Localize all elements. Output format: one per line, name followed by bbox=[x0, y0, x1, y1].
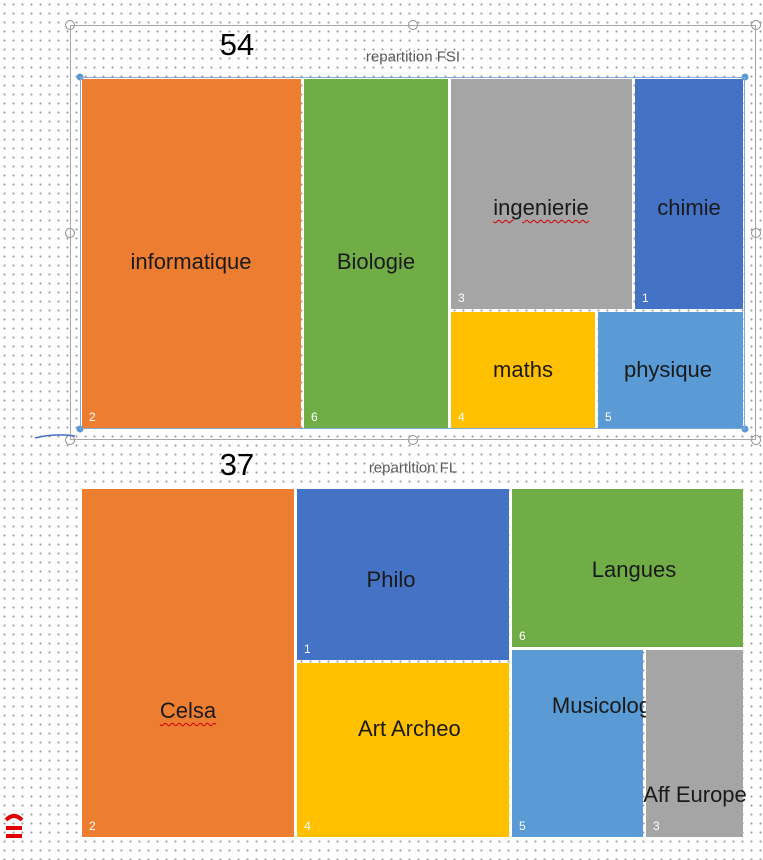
treemap-tile: 4 bbox=[451, 312, 595, 428]
tile-label: Langues bbox=[591, 557, 677, 582]
plot-handle bbox=[741, 73, 749, 81]
tile-index: 4 bbox=[304, 819, 311, 833]
treemap-tile: 1 bbox=[297, 489, 509, 660]
resize-handle bbox=[408, 435, 418, 445]
tile-index: 6 bbox=[519, 629, 526, 643]
resize-handle bbox=[751, 228, 761, 238]
tile-index: 1 bbox=[642, 291, 649, 305]
connector-line bbox=[34, 434, 76, 439]
treemap-tile: 2 bbox=[82, 79, 301, 428]
treemap-tile: 4 bbox=[297, 663, 509, 837]
cropped-text bbox=[4, 814, 24, 838]
tile-label: chimie bbox=[657, 195, 721, 220]
tile-label: Art Archeo bbox=[358, 716, 461, 741]
treemap-tile: 3 bbox=[646, 650, 743, 837]
tile-index: 1 bbox=[304, 642, 311, 656]
treemap-tile: 6 bbox=[512, 489, 743, 647]
tile-index: 5 bbox=[519, 819, 526, 833]
tile-label: ingenierie bbox=[493, 195, 589, 220]
tile-label: informatique bbox=[130, 249, 252, 274]
plot-handle bbox=[76, 425, 84, 433]
treemap-tile: 1 bbox=[635, 79, 743, 309]
treemap-tile: 5 bbox=[598, 312, 743, 428]
tile-index: 2 bbox=[89, 410, 96, 424]
plot-handle bbox=[741, 425, 749, 433]
resize-handle bbox=[751, 435, 761, 445]
chart-number: 37 bbox=[219, 447, 255, 482]
tile-label: maths bbox=[493, 357, 553, 382]
treemap-tile: 5 bbox=[512, 650, 643, 837]
tile-label: Biologie bbox=[336, 249, 416, 274]
tile-index: 4 bbox=[458, 410, 465, 424]
chart-number: 54 bbox=[219, 27, 255, 62]
chart-title: repartition FSI bbox=[365, 48, 461, 66]
tile-label: Aff Europe bbox=[643, 782, 747, 807]
tile-index: 5 bbox=[605, 410, 612, 424]
tile-label: Philo bbox=[366, 567, 416, 592]
tile-label: Celsa bbox=[159, 698, 217, 723]
tile-label: physique bbox=[623, 357, 713, 382]
plot-frame bbox=[80, 77, 745, 429]
tile-index: 6 bbox=[311, 410, 318, 424]
treemap-tile: 3 bbox=[451, 79, 632, 309]
tile-index: 3 bbox=[653, 819, 660, 833]
selection-frame bbox=[70, 25, 756, 440]
tile-index: 3 bbox=[458, 291, 465, 305]
treemap-tile: 2 bbox=[82, 489, 294, 837]
treemap-tile: 6 bbox=[304, 79, 448, 428]
chart-title: repartition FL bbox=[368, 459, 458, 477]
tile-index: 2 bbox=[89, 819, 96, 833]
